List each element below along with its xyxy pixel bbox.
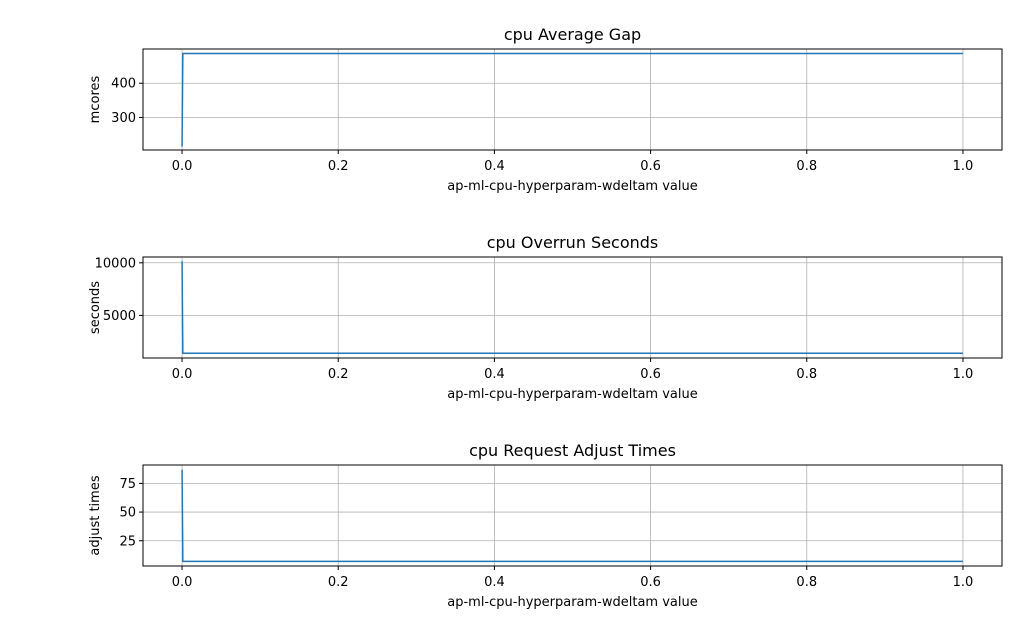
x-tick-label: 0.8 xyxy=(796,367,817,382)
plot-frame xyxy=(142,464,1003,567)
y-tick-label: 75 xyxy=(119,477,136,492)
x-tick-label: 0.2 xyxy=(328,159,349,174)
series-line xyxy=(181,261,963,355)
y-tick-label: 5000 xyxy=(103,309,136,324)
series-line xyxy=(181,52,963,147)
x-tick-label: 0.6 xyxy=(640,575,661,590)
y-tick-label: 25 xyxy=(119,534,136,549)
x-tick-label: 0.8 xyxy=(796,159,817,174)
y-tick-label: 300 xyxy=(111,111,136,126)
x-axis-label: ap-ml-cpu-hyperparam-wdeltam value xyxy=(447,595,697,610)
y-tick-label: 50 xyxy=(119,506,136,521)
subplot-3: 0.0 0.2 0.4 0.6 0.8 1.0 25 50 75 cpu Request Adju… xyxy=(88,441,1003,610)
plot-frame xyxy=(142,256,1003,359)
chart-title: cpu Request Adjust Times xyxy=(469,441,676,460)
y-axis-label: mcores xyxy=(88,75,103,123)
chart-title: cpu Overrun Seconds xyxy=(487,233,659,252)
y-axis-label: adjust times xyxy=(88,475,103,555)
x-tick-label: 0.6 xyxy=(640,159,661,174)
y-tick-label: 400 xyxy=(111,77,136,92)
x-axis-label: ap-ml-cpu-hyperparam-wdeltam value xyxy=(447,387,697,402)
x-tick-label: 0.4 xyxy=(484,367,505,382)
x-tick-label: 0.4 xyxy=(484,159,505,174)
x-tick-label: 0.6 xyxy=(640,367,661,382)
x-tick-label: 1.0 xyxy=(953,367,974,382)
y-tick-label: 10000 xyxy=(95,256,136,271)
x-tick-label: 0.2 xyxy=(328,575,349,590)
x-tick-label: 1.0 xyxy=(953,159,974,174)
subplot-2: 0.0 0.2 0.4 0.6 0.8 1.0 5000 10000 cpu Overrun S… xyxy=(88,233,1003,402)
series-line xyxy=(181,469,963,563)
x-tick-label: 0.0 xyxy=(172,575,193,590)
x-tick-label: 0.2 xyxy=(328,367,349,382)
plot-frame xyxy=(142,48,1003,151)
x-axis-label: ap-ml-cpu-hyperparam-wdeltam value xyxy=(447,179,697,194)
x-tick-label: 0.4 xyxy=(484,575,505,590)
x-tick-label: 0.8 xyxy=(796,575,817,590)
x-tick-label: 0.0 xyxy=(172,159,193,174)
x-tick-label: 0.0 xyxy=(172,367,193,382)
chart-title: cpu Average Gap xyxy=(504,25,641,44)
y-axis-label: seconds xyxy=(88,281,103,334)
x-tick-label: 1.0 xyxy=(953,575,974,590)
subplot-1: 0.0 0.2 0.4 0.6 0.8 1.0 300 400 cpu Average Gap a… xyxy=(88,25,1003,194)
